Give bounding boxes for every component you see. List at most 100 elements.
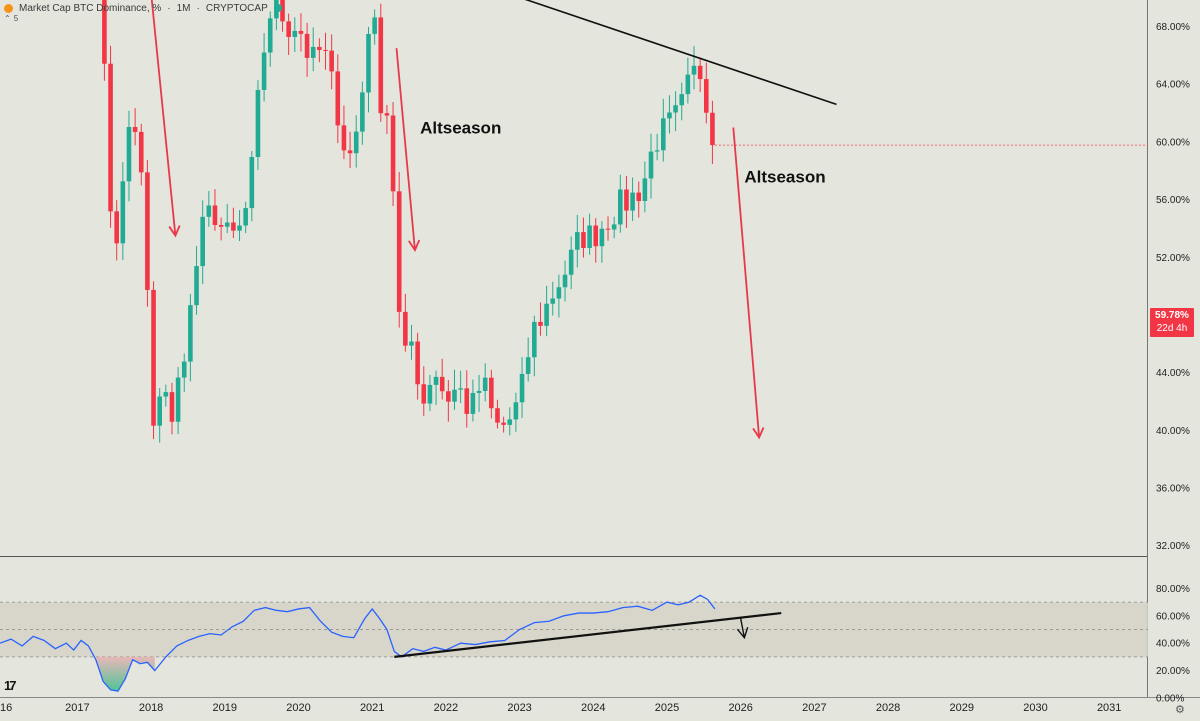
candle-body — [611, 224, 617, 230]
candle-body — [599, 228, 605, 247]
candle-body — [390, 115, 396, 192]
price-scale — [1148, 0, 1200, 721]
candle-body — [667, 112, 672, 119]
header-separator-2: · — [196, 2, 200, 14]
y-tick-label: 52.00% — [1156, 253, 1190, 264]
gear-icon[interactable]: ⚙ — [1175, 704, 1185, 716]
candle-body — [501, 422, 506, 425]
rsi-tick-label: 60.00% — [1156, 611, 1190, 622]
candle-body — [212, 205, 218, 225]
main-pane — [0, 0, 1148, 556]
candle-body — [243, 208, 248, 226]
candle-body — [218, 224, 224, 227]
candle-body — [691, 65, 697, 75]
candle-body — [654, 150, 660, 152]
x-tick-label: 2019 — [213, 702, 237, 714]
resistance-trendline — [524, 0, 837, 106]
rsi-band — [0, 602, 1148, 657]
candle-body — [366, 33, 371, 93]
candle-body — [120, 181, 126, 244]
legend-collapse[interactable]: ⌃ 5 — [4, 14, 18, 23]
candle-body — [661, 118, 666, 151]
candle-body — [114, 211, 119, 244]
candle-body — [519, 373, 525, 403]
x-tick-label: 2018 — [139, 702, 163, 714]
candle-body — [224, 222, 230, 227]
candle-body — [679, 94, 685, 106]
candle-body — [231, 222, 236, 231]
candle-body — [378, 17, 384, 114]
candle-body — [630, 192, 635, 211]
y-tick-label: 44.00% — [1156, 368, 1190, 379]
x-tick-label: 2022 — [434, 702, 458, 714]
candle-body — [581, 232, 586, 248]
bar-countdown: 22d 4h — [1156, 323, 1188, 334]
candle-body — [562, 274, 568, 288]
candle-body — [685, 74, 691, 95]
candle-body — [618, 189, 623, 225]
x-tick-label: 2024 — [581, 702, 605, 714]
candle-body — [341, 125, 347, 151]
rsi-tick-label: 40.00% — [1156, 639, 1190, 650]
candle-body — [415, 341, 420, 385]
x-tick-label: 2023 — [507, 702, 531, 714]
candle-body — [157, 396, 162, 426]
symbol-title[interactable]: Market Cap BTC Dominance, % — [19, 2, 162, 14]
candle-body — [507, 419, 513, 425]
rsi-trendline — [394, 611, 782, 658]
candle-body — [169, 392, 175, 422]
candle-body — [439, 376, 445, 392]
candle-body — [102, 0, 107, 64]
candle-body — [280, 0, 285, 22]
altseason-label: Altseason — [420, 118, 501, 137]
candle-body — [458, 388, 463, 390]
chevron-up-icon[interactable]: ⌃ — [4, 14, 11, 23]
candle-body — [329, 50, 334, 72]
candle-body — [710, 112, 715, 146]
candle-body — [353, 131, 359, 154]
candle-body — [464, 388, 470, 414]
candle-body — [292, 30, 298, 37]
candle-body — [108, 63, 113, 212]
rsi-tick-label: 20.00% — [1156, 666, 1190, 677]
candle-body — [384, 113, 390, 116]
candle-body — [550, 298, 556, 304]
down-arrow-annotation — [732, 127, 765, 440]
candle-body — [648, 151, 654, 179]
candle-body — [267, 18, 273, 53]
legend-count: 5 — [13, 14, 19, 23]
down-arrow-annotation — [395, 48, 421, 252]
candle-body — [347, 150, 353, 154]
candle-body — [310, 46, 316, 58]
candle-body — [446, 391, 451, 402]
rsi-down-arrow — [736, 618, 749, 640]
y-tick-label: 32.00% — [1156, 541, 1190, 552]
rsi-oversold-fill — [95, 656, 155, 692]
candle-body — [642, 178, 648, 201]
tradingview-logo[interactable]: 17 — [4, 678, 17, 693]
candle-body — [673, 105, 678, 113]
candle-body — [372, 17, 377, 34]
x-tick-label: 2020 — [286, 702, 310, 714]
candle-body — [323, 49, 328, 51]
candle-body — [298, 30, 304, 34]
candle-body — [317, 46, 322, 50]
x-tick-label: 2026 — [728, 702, 752, 714]
chart-header: Market Cap BTC Dominance, % · 1M · CRYPT… — [4, 1, 282, 15]
source-label[interactable]: CRYPTOCAP — [205, 2, 268, 14]
candle-body — [286, 21, 291, 37]
candle-body — [593, 225, 599, 247]
candle-body — [495, 408, 500, 423]
candle-body — [544, 303, 549, 326]
btc-icon — [4, 3, 13, 13]
rsi-line — [0, 594, 716, 692]
candlestick-series — [102, 0, 715, 443]
candle-body — [255, 89, 261, 157]
interval-label[interactable]: 1M — [176, 2, 191, 14]
altseason-label: Altseason — [744, 167, 825, 186]
candle-body — [249, 156, 255, 209]
candle-body — [138, 131, 144, 173]
candle-body — [568, 249, 574, 275]
candle-body — [513, 402, 519, 420]
